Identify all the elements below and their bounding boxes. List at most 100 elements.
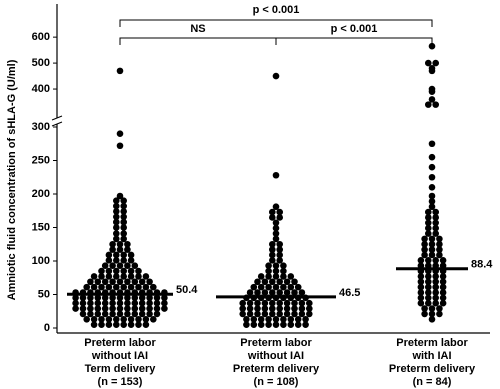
- dot: [153, 294, 161, 302]
- dot: [417, 278, 425, 286]
- dot: [150, 315, 157, 323]
- dot: [87, 305, 94, 312]
- dot: [131, 310, 139, 318]
- dot: [79, 305, 87, 312]
- dot: [120, 218, 127, 226]
- dot: [432, 214, 440, 221]
- dot: [116, 67, 124, 75]
- dot: [113, 224, 120, 231]
- dot: [439, 289, 447, 296]
- dot: [116, 294, 124, 302]
- x-tick-label: (n = 153): [98, 376, 143, 388]
- dot: [109, 305, 116, 312]
- dot: [250, 321, 258, 328]
- dot: [257, 283, 265, 291]
- dot: [94, 305, 102, 312]
- dot: [254, 278, 261, 286]
- dot: [138, 278, 146, 286]
- significance-brackets: [119, 19, 433, 45]
- x-tick-label: Preterm delivery: [233, 363, 320, 375]
- dot: [254, 305, 261, 312]
- dot: [239, 310, 246, 318]
- dot: [265, 283, 272, 291]
- dot: [246, 305, 254, 312]
- dot: [105, 283, 113, 291]
- dot: [421, 305, 428, 312]
- dot: [280, 315, 287, 323]
- dot: [153, 299, 161, 307]
- dot: [98, 267, 105, 275]
- dot: [246, 299, 254, 307]
- dot: [116, 240, 124, 248]
- dot: [428, 140, 436, 148]
- dot: [116, 278, 124, 286]
- x-tick-label: with IAI: [411, 350, 451, 362]
- dot: [254, 310, 261, 318]
- dot: [101, 310, 109, 318]
- dot: [131, 278, 139, 286]
- dot: [439, 273, 447, 280]
- dot: [105, 251, 113, 259]
- dot: [90, 315, 98, 323]
- dot: [83, 283, 90, 291]
- median-label: 50.4: [176, 284, 198, 296]
- dot: [120, 230, 127, 237]
- dot: [79, 310, 87, 318]
- dot: [269, 208, 276, 216]
- dot: [417, 289, 425, 296]
- dot: [439, 294, 447, 302]
- annotation: p < 0.001: [331, 23, 378, 35]
- dot: [432, 224, 440, 232]
- annotation: NS: [190, 23, 205, 35]
- dot: [120, 267, 127, 275]
- dot: [120, 251, 127, 259]
- dot: [287, 283, 295, 291]
- dot: [428, 198, 436, 205]
- dot: [294, 315, 302, 323]
- dot: [135, 321, 142, 328]
- dot: [428, 310, 436, 318]
- dot: [161, 305, 168, 312]
- dot: [432, 101, 440, 108]
- dot: [105, 321, 113, 328]
- dot: [113, 202, 120, 210]
- dot: [142, 283, 150, 291]
- dot: [153, 305, 161, 312]
- dot: [265, 267, 272, 275]
- dot: [421, 246, 428, 253]
- dot: [436, 240, 443, 248]
- dot: [439, 299, 447, 307]
- dot: [272, 230, 280, 237]
- dot: [116, 192, 124, 200]
- dot: [153, 310, 161, 318]
- dot: [432, 257, 440, 264]
- y-tick-label: 50: [38, 288, 50, 300]
- y-tick-label: 600: [32, 31, 50, 43]
- dot: [298, 305, 306, 312]
- dot: [269, 278, 276, 286]
- dot: [425, 101, 432, 108]
- dot: [425, 214, 432, 221]
- y-tick-label: 400: [32, 83, 50, 95]
- dot: [276, 240, 284, 248]
- dot: [283, 278, 291, 286]
- dot: [124, 310, 131, 318]
- dot: [428, 184, 436, 191]
- dot: [116, 246, 124, 253]
- dot: [276, 246, 284, 253]
- dot: [127, 321, 135, 328]
- dot: [425, 219, 432, 227]
- dot: [105, 315, 113, 323]
- dot: [101, 278, 109, 286]
- dot: [98, 273, 105, 280]
- dot: [269, 251, 276, 259]
- dot: [276, 214, 284, 221]
- dot: [135, 283, 142, 291]
- dot: [116, 299, 124, 307]
- dot: [287, 315, 295, 323]
- dot: [428, 85, 436, 93]
- y-tick-label: 0: [44, 322, 50, 334]
- dot: [113, 218, 120, 226]
- dot: [280, 283, 287, 291]
- y-axis-label: Amniotic fluid concentration of sHLA-G (…: [6, 59, 18, 300]
